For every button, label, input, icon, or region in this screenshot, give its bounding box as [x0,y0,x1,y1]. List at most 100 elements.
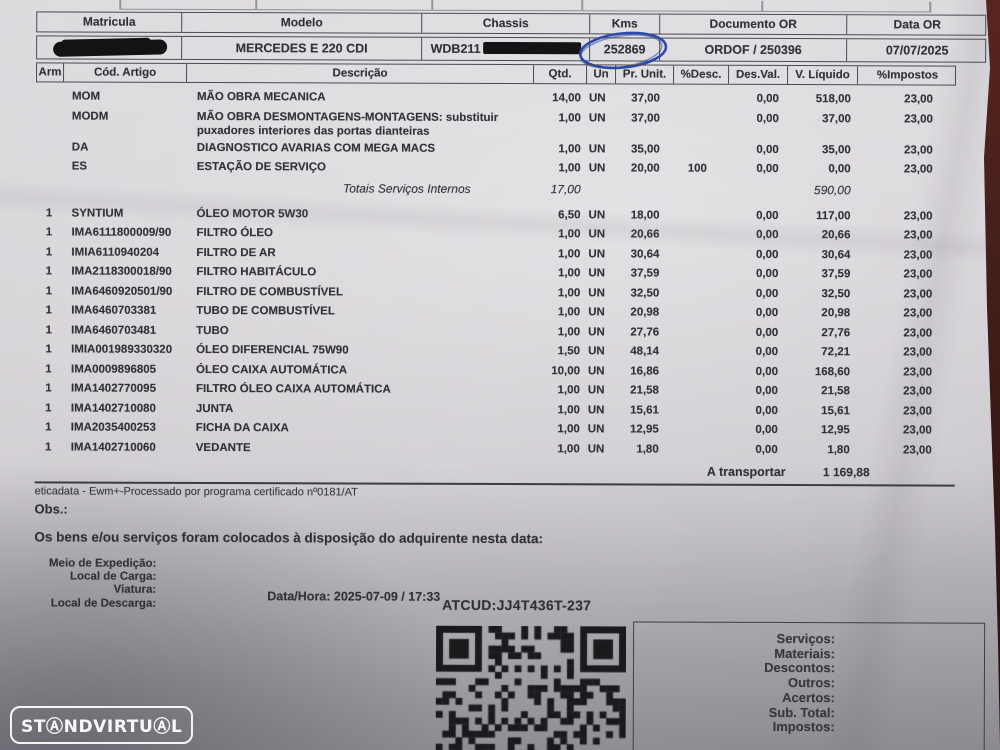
item-un: UN [588,306,605,319]
item-arm: 1 [45,323,52,336]
item-un: UN [588,228,606,241]
item-codigo: DA [71,141,89,154]
shipping-label-1: Local de Carga: [69,570,157,584]
item-des_val: 0,00 [756,112,779,125]
cutoff-row-borders [119,0,932,13]
item-un: UN [588,162,606,175]
item-arm [36,86,63,106]
vehicle-value-4: ORDOF / 250396 [660,38,848,62]
item-un: UN [588,92,606,105]
items-header-v_liquido: V. Líquido [788,66,859,85]
item-pr_unit: 12,95 [630,423,659,436]
datetime-line: Data/Hora: 2025-07-09 / 17:33 [267,589,441,604]
item-des_val: 0,00 [755,287,779,300]
item-des_val: 0,00 [755,404,778,417]
shipping-labels-block: Meio de Expedição: Local de Carga: Viatura… [34,557,156,610]
item-des_val: 0,00 [755,326,779,339]
item-impostos: 23,00 [903,209,933,223]
item-row: 1 IMA1402710060 VEDANTE 1,00 UN 1,80 0,00 1,80 2… [35,437,955,460]
item-codigo: IMA6460703481 [71,324,157,337]
item-descricao: ÓLEO DIFERENCIAL 75W90 [196,343,349,357]
item-desc_pct [672,303,727,323]
item-v_liquido: 37,00 [822,112,851,125]
totals-summary-box: Serviços: Materiais: Descontos: Outros: Acer… [632,621,986,750]
item-impostos: 23,00 [904,93,933,106]
item-qtd: 17,00 [550,181,581,196]
item-desc_pct [672,361,727,381]
item-arm [36,156,63,176]
item-arm: 1 [45,362,52,375]
item-un: UN [588,142,606,155]
item-qtd: 1,50 [557,345,581,358]
item-descricao: ESTAÇÃO DE SERVIÇO [196,160,327,174]
item-pr_unit: 20,66 [630,228,660,241]
item-impostos: 23,00 [903,326,933,340]
carry-forward-value: 1 169,88 [822,465,870,480]
vehicle-header-4: Documento OR [660,14,848,35]
item-descricao: FICHA DA CAIXA [195,421,289,435]
totals-summary-labels: Serviços: Materiais: Descontos: Outros: Acer… [634,631,835,735]
item-pr_unit [615,179,673,202]
item-pr_unit: 32,50 [630,286,660,300]
item-des_val: 0,00 [755,443,778,456]
certification-line: eticadata - Ewm+-Processado por programa… [34,485,358,499]
item-un [586,179,615,202]
item-arm [36,106,63,137]
vehicle-value-2: WDB211 [422,37,591,61]
item-des_val: 0,00 [756,209,779,222]
items-header-descricao: Descrição [187,63,535,84]
item-desc_pct [672,381,727,401]
item-un: UN [588,247,606,260]
item-descricao: MÃO OBRA DESMONTAGENS-MONTAGENS: substit… [196,110,499,138]
item-impostos: 23,00 [903,404,932,418]
item-des_val: 0,00 [756,248,779,261]
item-un: UN [588,325,605,338]
item-descricao: FILTRO ÓLEO CAIXA AUTOMÁTICA [195,382,391,396]
item-v_liquido: 0,00 [828,163,851,176]
item-pr_unit: 48,14 [630,345,660,358]
item-un: UN [588,267,606,280]
item-qtd: 1,00 [558,228,581,241]
item-desc_pct [673,179,728,202]
items-header-des_val: Des.Val. [729,65,789,85]
license-plate-redaction [52,39,168,57]
item-descricao: FILTRO DE AR [196,246,276,259]
item-descricao: FILTRO HABITÁCULO [196,265,317,279]
summary-label-5: Sub. Total: [768,704,835,720]
item-qtd: 10,00 [551,364,581,377]
item-arm: 1 [45,206,53,219]
item-descricao: ÓLEO CAIXA AUTOMÁTICA [195,363,348,376]
item-desc_pct [672,420,727,440]
item-un: UN [587,423,605,436]
vehicle-header-5: Data OR [893,17,941,32]
item-v_liquido: 518,00 [815,93,851,106]
items-header-un: Un [587,65,617,84]
item-des_val: 0,00 [755,384,778,397]
item-row: Totais Serviços Internos 17,00 590,00 [36,177,956,203]
items-table-body: MOM MÃO OBRA MECANICA 14,00 UN 37,00 0,00 518,… [34,86,956,487]
item-impostos: 23,00 [903,287,933,301]
summary-label-3: Outros: [787,675,835,691]
item-desc_pct [673,139,728,159]
item-qtd: 1,00 [557,384,580,397]
item-un: UN [587,364,605,377]
shipping-label-3: Local de Descarga: [50,597,157,610]
item-impostos: 23,00 [904,112,933,126]
items-header-qtd: Qtd. [534,65,588,84]
items-header-desc_pct: %Desc. [674,65,730,84]
carry-forward-row: A transportar 1 169,88 [35,462,955,481]
item-pr_unit: 37,00 [631,92,660,105]
item-descricao: JUNTA [195,402,234,415]
item-pr_unit: 18,00 [630,208,660,222]
vehicle-header-2: Chassis [422,13,591,34]
vehicle-header-0: Matricula [37,12,183,32]
item-impostos: 23,00 [903,307,933,320]
item-v_liquido: 117,00 [815,209,851,222]
item-arm: 1 [45,421,52,434]
item-qtd: 14,00 [552,92,581,105]
item-qtd: 1,00 [557,423,580,436]
item-des_val [728,179,787,202]
item-pr_unit: 35,00 [630,142,660,156]
item-desc_pct [672,244,727,264]
